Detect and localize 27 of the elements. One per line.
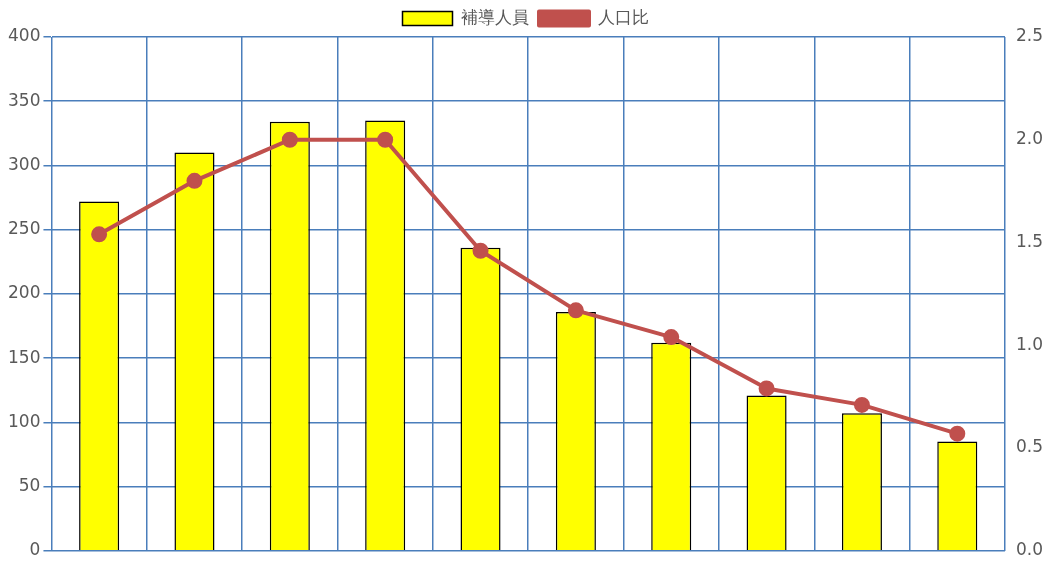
- point: [949, 425, 966, 442]
- y2-tick-label: 1.0: [1015, 333, 1044, 354]
- point: [377, 131, 394, 148]
- y-tick-label: 300: [7, 153, 41, 174]
- y-tick-label: 0: [29, 539, 41, 560]
- y2-tick-label: 1.5: [1015, 230, 1044, 251]
- y2-tick-label: 2.0: [1015, 128, 1044, 149]
- y2-tick-label: 2.5: [1015, 25, 1044, 46]
- y-tick-label: 350: [7, 89, 41, 110]
- point: [472, 242, 489, 259]
- point: [91, 226, 108, 243]
- point: [281, 131, 298, 148]
- point: [186, 172, 203, 189]
- point: [567, 302, 584, 319]
- point: [853, 396, 870, 413]
- y-tick-label: 400: [7, 25, 41, 46]
- y-tick-label: 50: [18, 475, 41, 495]
- y2-tick-label: 0.5: [1015, 436, 1044, 457]
- point: [758, 380, 775, 397]
- y-tick-label: 250: [7, 218, 41, 239]
- y-tick-label: 150: [7, 346, 41, 367]
- point: [663, 329, 680, 346]
- legend-label: 補導人員: [461, 6, 529, 27]
- legend-label: 人口比: [597, 6, 649, 27]
- y-tick-label: 100: [7, 410, 41, 431]
- y-tick-label: 200: [7, 282, 41, 303]
- y2-tick-label: 0.0: [1015, 539, 1044, 560]
